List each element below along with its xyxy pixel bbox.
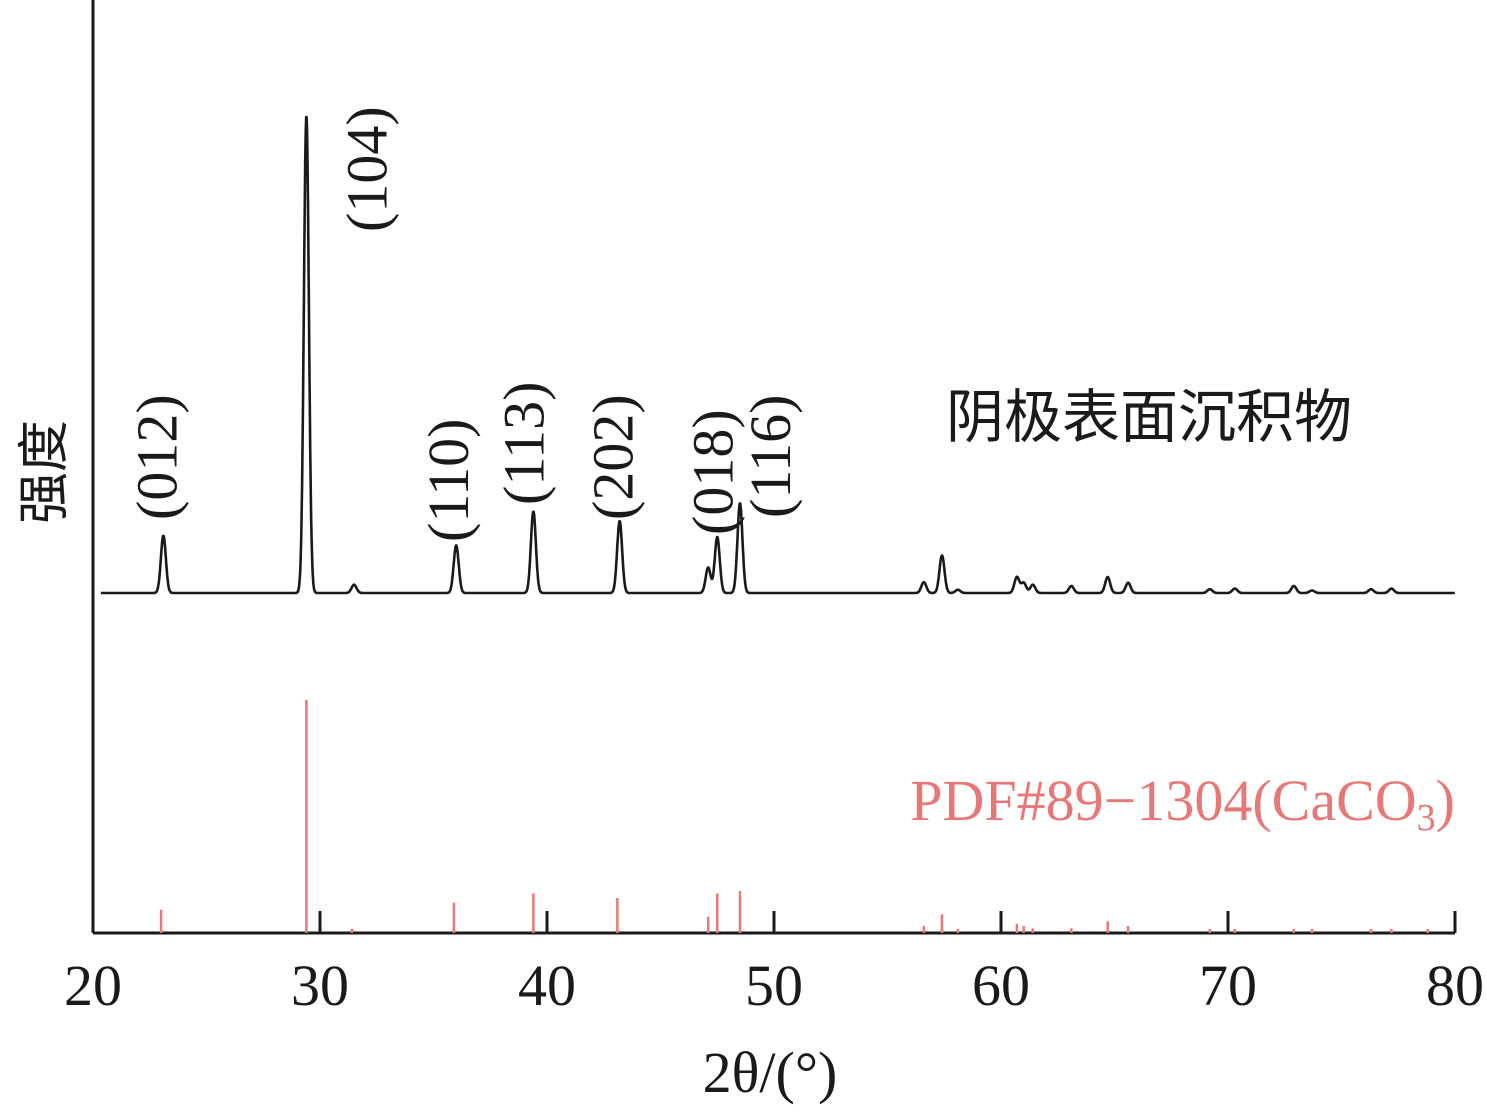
x-tick-label-20: 20 xyxy=(64,953,122,1018)
xrd-pattern-line xyxy=(100,115,1456,595)
peak-label: (116) xyxy=(738,395,803,518)
reference-sticks xyxy=(159,700,1430,933)
peak-label: (012) xyxy=(124,394,189,520)
x-ticks xyxy=(91,911,1457,933)
x-tick-label-30: 30 xyxy=(291,953,349,1018)
peak-label: (104) xyxy=(334,106,399,232)
sample-label: 阴极表面沉积物 xyxy=(946,383,1352,451)
peak-label: (018) xyxy=(680,409,745,535)
peak-label: (113) xyxy=(491,382,556,505)
peak-label: (110) xyxy=(416,419,481,542)
x-axis-title: 2θ/(°) xyxy=(703,1040,838,1105)
reference-label: PDF#89−1304(CaCO3) xyxy=(910,768,1455,839)
peak-labels: (012) (104) (110) (113) (202) (018)(116) xyxy=(124,106,803,542)
x-tick-label-40: 40 xyxy=(518,953,576,1018)
x-tick-label-60: 60 xyxy=(972,953,1030,1018)
peak-label: (202) xyxy=(581,394,646,520)
reference-label-sub: 3 xyxy=(1417,797,1436,839)
reference-label-main: PDF#89−1304(CaCO xyxy=(910,768,1416,833)
x-tick-label-70: 70 xyxy=(1199,953,1257,1018)
x-tick-labels: 20 30 40 50 60 70 80 xyxy=(64,953,1484,1018)
y-axis-title: 强度 xyxy=(15,420,75,524)
x-tick-label-50: 50 xyxy=(745,953,803,1018)
reference-label-end: ) xyxy=(1436,768,1455,833)
x-tick-label-80: 80 xyxy=(1426,953,1484,1018)
